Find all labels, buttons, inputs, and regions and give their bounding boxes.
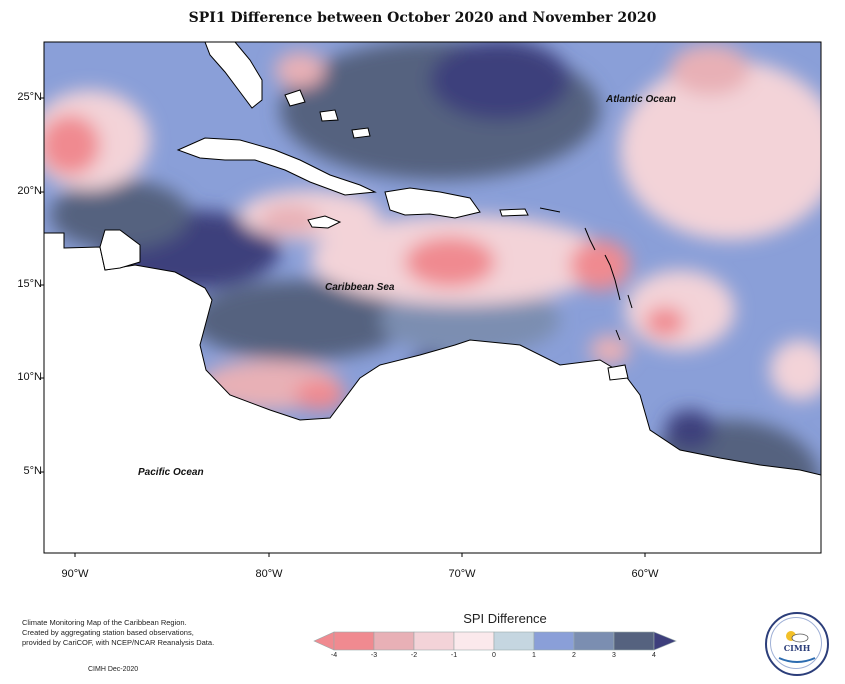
credits-line: Climate Monitoring Map of the Caribbean … — [22, 618, 187, 627]
credits-line: provided by CariCOF, with NCEP/NCAR Rean… — [22, 638, 215, 647]
lat-label: 20°N — [17, 185, 42, 197]
lat-label: 5°N — [23, 465, 42, 477]
atlantic-ocean-label: Atlantic Ocean — [606, 94, 677, 105]
legend-tick: -1 — [450, 652, 458, 659]
legend-tick: -4 — [330, 652, 338, 659]
lon-label: 90°W — [61, 568, 89, 580]
lon-label: 80°W — [255, 568, 283, 580]
pacific-ocean-label: Pacific Ocean — [138, 467, 204, 478]
legend-tick: 2 — [572, 652, 576, 659]
map-frame — [43, 41, 822, 554]
logo-text: CIMH — [783, 643, 811, 653]
legend-tick: 0 — [492, 652, 496, 659]
logo-ring — [770, 617, 822, 669]
legend-title: SPI Difference — [463, 611, 547, 626]
land-masses — [44, 42, 821, 553]
credits: Climate Monitoring Map of the Caribbean … — [22, 618, 262, 648]
legend-tick: 3 — [612, 652, 616, 659]
sun-cloud-icon — [778, 631, 816, 663]
legend-tick: -3 — [370, 652, 378, 659]
island-coastlines — [539, 207, 633, 341]
legend-arrow-left — [313, 631, 335, 651]
spi-field — [44, 42, 821, 540]
credits-line: Created by aggregating station based obs… — [22, 628, 194, 637]
legend-tick: -2 — [410, 652, 418, 659]
axis-ticks — [40, 97, 646, 557]
legend-arrow-right — [653, 631, 677, 651]
legend-tick: 4 — [652, 652, 656, 659]
map-title: SPI1 Difference between October 2020 and… — [188, 10, 657, 26]
footer-date: CIMH Dec-2020 — [88, 666, 139, 673]
lat-label: 10°N — [17, 371, 42, 383]
caribbean-sea-label: Caribbean Sea — [325, 282, 395, 293]
lat-label: 25°N — [17, 91, 42, 103]
lat-label: 15°N — [17, 278, 42, 290]
legend-colorbar — [313, 631, 677, 651]
lon-label: 70°W — [448, 568, 476, 580]
cimh-logo: CIMH — [765, 612, 829, 676]
lon-label: 60°W — [631, 568, 659, 580]
legend-tick: 1 — [532, 652, 536, 659]
